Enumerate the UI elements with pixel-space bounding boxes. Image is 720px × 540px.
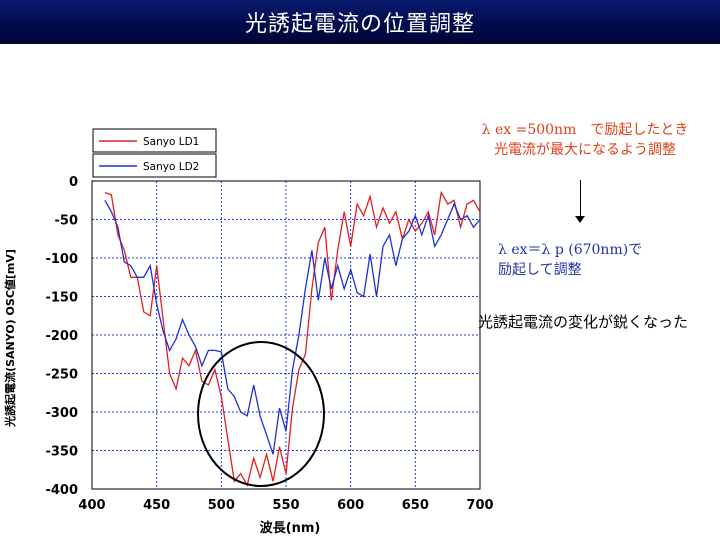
series-lines <box>104 190 481 487</box>
y-tick-label: -50 <box>55 214 79 229</box>
y-tick-label: -150 <box>45 291 78 306</box>
y-tick-label: -350 <box>45 445 78 460</box>
legend: Sanyo LD1 Sanyo LD2 <box>92 128 217 178</box>
y-tick-label: -200 <box>45 329 78 344</box>
note-black: 光誘起電流の変化が鋭くなった <box>478 313 689 331</box>
plot-frame <box>91 180 481 490</box>
note-red-line2: 光電流が最大になるよう調整 <box>494 142 676 158</box>
legend-box <box>92 128 217 153</box>
x-axis-label: 波長(nm) <box>260 520 321 536</box>
down-arrow-icon <box>580 180 581 218</box>
note-red-line1: λ ex =500nm で励起したとき <box>481 122 689 138</box>
note-blue: λ ex＝λ p (670nm)で 励起して調整 <box>498 240 642 280</box>
highlight-ellipse <box>197 341 325 487</box>
x-tick-label: 400 <box>78 498 105 513</box>
series-line-ld2 <box>104 199 481 455</box>
title-bar: 光誘起電流の位置調整 <box>0 0 720 44</box>
x-tick-label: 600 <box>337 498 364 513</box>
arrow-head-icon <box>575 216 585 223</box>
y-tick-label: -300 <box>45 406 78 421</box>
x-tick-label: 650 <box>402 498 429 513</box>
series-line-ld1 <box>104 190 481 487</box>
tick-labels: 400 450 500 550 600 650 700 0 -50 -100 -150 -200 -25… <box>45 175 493 513</box>
chart-grid <box>91 180 481 490</box>
legend-box <box>92 153 217 178</box>
y-tick-label: 0 <box>69 175 78 190</box>
x-tick-label: 500 <box>208 498 235 513</box>
note-blue-line1: λ ex＝λ p (670nm)で <box>498 242 643 258</box>
slide-title: 光誘起電流の位置調整 <box>244 12 475 37</box>
y-axis-label: 光誘起電流(SANYO) OSC値[mV] <box>3 249 17 428</box>
legend-label: Sanyo LD1 <box>143 136 199 148</box>
y-tick-label: -250 <box>45 368 78 383</box>
note-red: λ ex =500nm で励起したとき 光電流が最大になるよう調整 <box>470 120 700 160</box>
y-tick-label: -100 <box>45 252 78 267</box>
x-tick-label: 700 <box>466 498 493 513</box>
note-blue-line2: 励起して調整 <box>498 262 582 278</box>
x-tick-label: 550 <box>272 498 299 513</box>
y-tick-label: -400 <box>45 483 78 498</box>
x-tick-label: 450 <box>143 498 170 513</box>
legend-label: Sanyo LD2 <box>143 161 199 173</box>
